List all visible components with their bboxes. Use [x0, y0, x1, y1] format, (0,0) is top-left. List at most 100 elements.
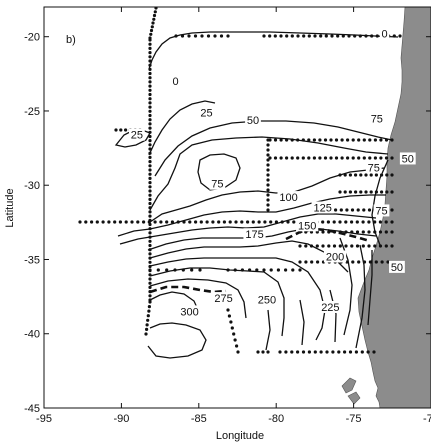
station-dot	[149, 28, 154, 33]
station-dot	[367, 244, 371, 248]
station-dot	[354, 173, 358, 177]
contour-label-halo	[255, 293, 279, 306]
station-dot	[269, 268, 273, 272]
station-dot	[148, 273, 152, 277]
station-dot	[302, 34, 306, 38]
station-dot	[385, 173, 389, 177]
station-dot	[348, 173, 352, 177]
station-dot	[266, 193, 270, 197]
station-dot	[325, 350, 329, 354]
station-dot	[384, 220, 388, 224]
panel-label: b)	[66, 34, 76, 46]
station-dot	[298, 268, 302, 272]
station-dot	[345, 208, 349, 212]
station-dot	[263, 220, 267, 224]
station-dot	[334, 208, 338, 212]
station-dot	[368, 156, 372, 160]
station-dot	[146, 314, 150, 318]
station-dot	[361, 244, 365, 248]
station-dot	[358, 34, 362, 38]
station-dot	[304, 244, 308, 248]
station-dot	[347, 34, 351, 38]
station-dot	[148, 71, 152, 76]
station-dot	[148, 67, 152, 71]
station-dot	[148, 256, 152, 260]
station-dot	[385, 190, 389, 194]
contour-label: 0	[173, 76, 179, 88]
x-axis: -95 -90 -85 -80 -75 -70	[36, 7, 431, 425]
station-dot	[312, 156, 316, 160]
contour-label-halo	[311, 201, 334, 214]
station-dot	[307, 350, 311, 354]
contour-label: 75	[211, 179, 223, 191]
station-dot	[101, 220, 105, 224]
station-dot	[262, 34, 266, 38]
station-dot	[332, 220, 336, 224]
station-dot	[351, 138, 355, 142]
station-dot	[350, 220, 354, 224]
station-dot	[78, 220, 82, 224]
station-dot	[148, 38, 152, 42]
y-tick-label: -30	[24, 180, 40, 192]
contour-labels: 0 0 25 25 50 75 50 75 75 100 125 75 150 175 200 50 275 25…	[128, 27, 416, 318]
contour-label-halo	[170, 75, 181, 88]
contour-label-halo	[128, 128, 145, 141]
station-dot	[148, 151, 152, 155]
station-dot	[147, 220, 151, 224]
station-dot	[355, 220, 359, 224]
station-dot	[148, 210, 152, 214]
y-axis-label: Latitude	[4, 188, 16, 227]
station-dot	[364, 190, 368, 194]
station-dot	[390, 244, 394, 248]
station-dot	[148, 122, 152, 126]
station-dot	[373, 156, 377, 160]
island	[347, 391, 361, 405]
station-dot	[147, 305, 151, 309]
y-tick-label: -35	[24, 254, 40, 266]
station-dot	[248, 268, 252, 272]
contour-label-halo	[323, 250, 347, 263]
contour-label-halo	[319, 300, 342, 313]
station-dot	[318, 138, 322, 142]
station-dot	[291, 268, 295, 272]
station-dot	[217, 220, 221, 224]
contour-label-halo	[245, 113, 261, 126]
station-dot	[323, 138, 328, 142]
contour-label-halo	[399, 152, 416, 165]
station-dot	[219, 34, 224, 38]
station-dot	[148, 113, 152, 118]
station-dot	[373, 138, 377, 142]
contour-label: 25	[131, 130, 143, 142]
x-tick-label: -95	[36, 413, 52, 425]
contour-line-300-south	[147, 322, 207, 359]
station-dot	[340, 138, 344, 142]
station-dot	[301, 156, 305, 160]
station-dot	[232, 332, 236, 336]
station-dot	[148, 268, 152, 272]
x-tick-label: -90	[113, 413, 129, 425]
station-dot	[180, 34, 185, 38]
plot-frame	[43, 6, 431, 409]
station-dot	[354, 350, 358, 354]
station-dot	[266, 168, 270, 172]
station-dot	[236, 350, 240, 354]
contour-label-halo	[389, 260, 405, 273]
station-dot	[298, 244, 302, 248]
contour-line-125	[117, 194, 386, 237]
station-dot	[278, 350, 282, 354]
station-dot	[148, 239, 152, 243]
station-dot	[386, 260, 390, 264]
station-dot	[148, 193, 152, 197]
station-dot	[118, 220, 122, 224]
station-dot	[343, 190, 347, 194]
station-dot	[148, 130, 152, 134]
station-dot	[319, 34, 323, 38]
x-tick-label: -80	[268, 413, 284, 425]
station-dot	[313, 350, 317, 354]
station-dot	[339, 208, 343, 212]
station-dot	[359, 173, 363, 177]
contour-label: 75	[368, 162, 380, 174]
station-dot	[266, 138, 270, 142]
contour-label: 50	[247, 115, 259, 127]
contour-line-25	[148, 100, 216, 156]
